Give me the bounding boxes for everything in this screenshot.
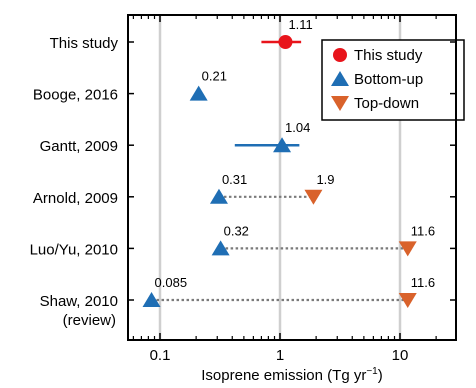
legend-marker (333, 48, 347, 62)
data-marker (398, 293, 417, 308)
category-label: Gantt, 2009 (40, 138, 118, 155)
category-label: Arnold, 2009 (33, 190, 118, 207)
category-label: Shaw, 2010 (40, 293, 118, 310)
legend-label: Top-down (354, 95, 419, 112)
x-tick-label: 1 (276, 347, 284, 364)
category-label-line2: (review) (63, 312, 116, 329)
data-marker (304, 189, 323, 205)
category-labels: This study Booge, 2016 Gantt, 2009 Arnold, … (30, 35, 119, 329)
x-tick-label: 10 (392, 347, 409, 364)
data-marker (398, 241, 417, 257)
category-label: This study (50, 35, 119, 52)
category-label: Booge, 2016 (33, 87, 118, 104)
data-label: 11.6 (411, 275, 435, 290)
x-tick-labels: 0.1 1 10 (150, 347, 409, 364)
connector-lines (151, 195, 408, 302)
data-label: 1.11 (288, 17, 312, 32)
data-markers (142, 35, 417, 308)
x-tick-label: 0.1 (150, 347, 171, 364)
x-axis-label-main: Isoprene emission (Tg yr (201, 367, 366, 384)
data-label: 0.32 (224, 223, 249, 238)
legend: This study Bottom-up Top-down (321, 39, 465, 121)
plot-frame (127, 14, 457, 341)
data-marker (189, 85, 208, 101)
data-label: 0.31 (222, 172, 247, 187)
x-axis-label-superscript: −1 (366, 366, 378, 377)
legend-label: Bottom-up (354, 71, 423, 88)
legend-marker (331, 71, 349, 86)
data-marker (273, 137, 292, 153)
data-label: 1.04 (285, 120, 310, 135)
data-label: 1.9 (316, 172, 334, 187)
data-label: 11.6 (411, 223, 435, 238)
data-label: 0.085 (155, 275, 188, 290)
legend-marker (331, 96, 349, 111)
category-label: Luo/Yu, 2010 (30, 241, 118, 258)
data-label: 0.21 (202, 69, 227, 84)
data-marker (142, 292, 161, 307)
x-axis-label: Isoprene emission (Tg yr−1) (201, 366, 382, 384)
data-marker (211, 240, 230, 256)
data-marker (209, 188, 228, 204)
data-marker (278, 35, 293, 49)
legend-label: This study (354, 47, 423, 64)
plot-border (127, 14, 457, 341)
x-axis-label-close: ) (378, 367, 383, 384)
data-labels: 1.11 0.21 1.04 0.31 0.32 0.085 1.9 11.6 11.6 (155, 17, 436, 290)
